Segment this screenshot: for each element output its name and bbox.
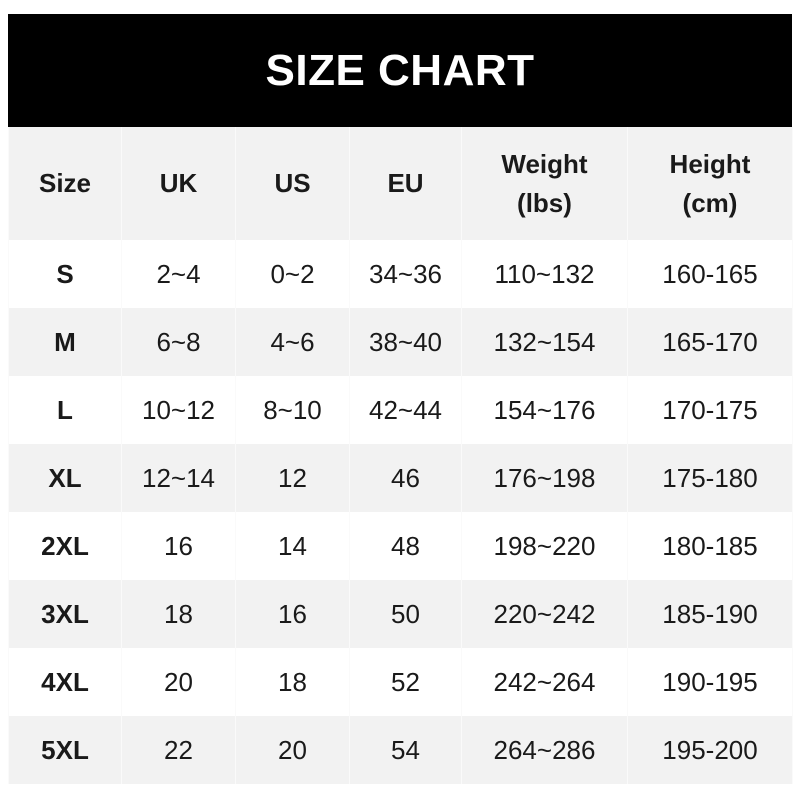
table-cell: 195-200	[627, 716, 793, 784]
column-header-label: EU	[387, 168, 424, 198]
table-cell: 180-185	[627, 512, 793, 580]
table-cell: 264~286	[461, 716, 628, 784]
table-cell: 0~2	[235, 240, 350, 308]
table-cell: 34~36	[349, 240, 462, 308]
table-cell: 170-175	[627, 376, 793, 444]
table-cell: 48	[349, 512, 462, 580]
table-cell: 242~264	[461, 648, 628, 716]
table-cell: 18	[121, 580, 236, 648]
size-label-cell: M	[8, 308, 122, 376]
size-label-cell: S	[8, 240, 122, 308]
column-header-label: US	[274, 168, 311, 198]
table-cell: 16	[235, 580, 350, 648]
table-row: 4XL 20 18 52 242~264 190-195	[8, 648, 793, 716]
column-header-label: Height	[669, 148, 751, 179]
page-title: SIZE CHART	[8, 14, 792, 127]
table-row: S 2~4 0~2 34~36 110~132 160-165	[8, 240, 793, 308]
table-row: XL 12~14 12 46 176~198 175-180	[8, 444, 793, 512]
header-row: Size UK US EU Weight (lbs) Height (cm)	[8, 127, 793, 240]
table-cell: 42~44	[349, 376, 462, 444]
table-cell: 176~198	[461, 444, 628, 512]
column-header: US	[235, 127, 350, 240]
size-label-cell: 5XL	[8, 716, 122, 784]
size-table: Size UK US EU Weight (lbs) Height (cm) S 2~4 0~2 3…	[8, 127, 793, 784]
table-cell: 54	[349, 716, 462, 784]
column-header-unit: (cm)	[682, 187, 738, 218]
table-cell: 50	[349, 580, 462, 648]
table-cell: 16	[121, 512, 236, 580]
table-cell: 190-195	[627, 648, 793, 716]
column-header-label: Weight	[501, 148, 588, 179]
table-row: 5XL 22 20 54 264~286 195-200	[8, 716, 793, 784]
table-cell: 38~40	[349, 308, 462, 376]
column-header-unit: (lbs)	[517, 187, 572, 218]
table-cell: 185-190	[627, 580, 793, 648]
table-cell: 46	[349, 444, 462, 512]
size-label-cell: L	[8, 376, 122, 444]
column-header-label: UK	[159, 168, 198, 198]
table-cell: 198~220	[461, 512, 628, 580]
table-cell: 14	[235, 512, 350, 580]
column-header: EU	[349, 127, 462, 240]
table-cell: 12~14	[121, 444, 236, 512]
table-cell: 220~242	[461, 580, 628, 648]
table-cell: 4~6	[235, 308, 350, 376]
size-label-cell: 2XL	[8, 512, 122, 580]
table-cell: 110~132	[461, 240, 628, 308]
table-cell: 20	[121, 648, 236, 716]
column-header: Size	[8, 127, 122, 240]
table-cell: 22	[121, 716, 236, 784]
size-label-cell: 3XL	[8, 580, 122, 648]
column-header: Height (cm)	[627, 127, 793, 240]
table-cell: 165-170	[627, 308, 793, 376]
table-cell: 154~176	[461, 376, 628, 444]
table-row: 3XL 18 16 50 220~242 185-190	[8, 580, 793, 648]
table-cell: 20	[235, 716, 350, 784]
table-cell: 132~154	[461, 308, 628, 376]
column-header-label: Size	[38, 168, 92, 198]
table-cell: 12	[235, 444, 350, 512]
column-header: UK	[121, 127, 236, 240]
table-cell: 18	[235, 648, 350, 716]
column-header: Weight (lbs)	[461, 127, 628, 240]
table-cell: 2~4	[121, 240, 236, 308]
table-cell: 8~10	[235, 376, 350, 444]
table-cell: 160-165	[627, 240, 793, 308]
table-cell: 52	[349, 648, 462, 716]
table-cell: 175-180	[627, 444, 793, 512]
table-row: M 6~8 4~6 38~40 132~154 165-170	[8, 308, 793, 376]
table-row: 2XL 16 14 48 198~220 180-185	[8, 512, 793, 580]
table-row: L 10~12 8~10 42~44 154~176 170-175	[8, 376, 793, 444]
size-label-cell: XL	[8, 444, 122, 512]
table-cell: 10~12	[121, 376, 236, 444]
table-cell: 6~8	[121, 308, 236, 376]
size-label-cell: 4XL	[8, 648, 122, 716]
